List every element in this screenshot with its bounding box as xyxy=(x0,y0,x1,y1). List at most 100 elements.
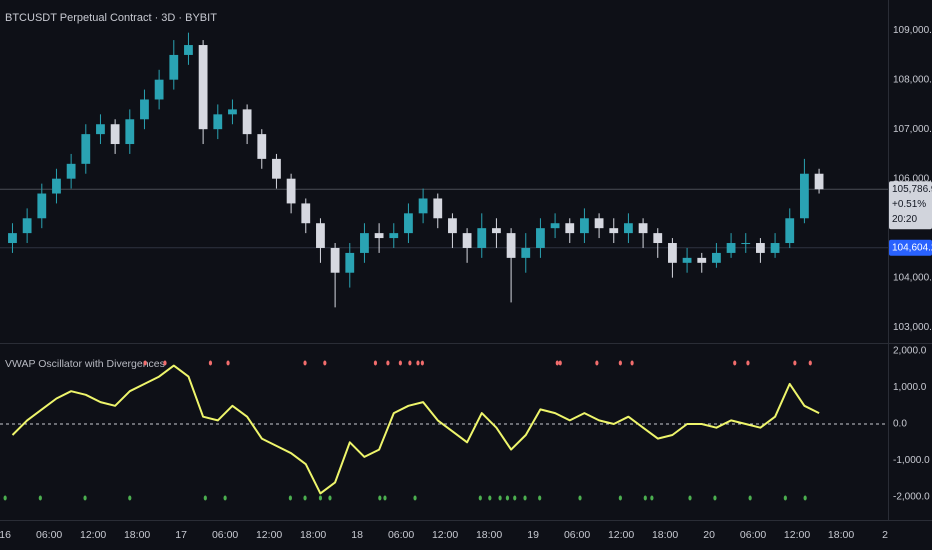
ref-price-label: 104,604.2 xyxy=(892,242,932,253)
bearish-dot xyxy=(323,360,327,366)
candle-body xyxy=(668,243,677,263)
bullish-dot xyxy=(378,495,382,501)
candle-body xyxy=(301,203,311,224)
x-tick-label: 06:00 xyxy=(212,529,238,541)
y-tick-label: 106,000.0 xyxy=(893,173,932,184)
candle-body xyxy=(580,218,589,234)
candle-body xyxy=(125,119,135,145)
bullish-dot xyxy=(688,495,692,501)
candle-body xyxy=(345,252,355,273)
candle-body xyxy=(389,233,399,239)
bullish-dot xyxy=(3,495,7,501)
candle-body xyxy=(609,228,619,234)
y-tick-label: 104,000.0 xyxy=(893,272,932,283)
candle-body xyxy=(154,79,164,100)
bearish-dot xyxy=(595,360,599,366)
ref-price-box xyxy=(889,239,932,256)
candle-body xyxy=(360,233,369,253)
y-tick-label: 107,000.0 xyxy=(893,124,932,135)
bearish-dot xyxy=(420,360,424,366)
candle-body xyxy=(81,134,91,164)
chart-title: BTCUSDT Perpetual Contract · 3D · BYBIT xyxy=(5,12,217,24)
candle-body xyxy=(521,247,531,258)
x-tick-label: 18:00 xyxy=(300,529,326,541)
candle-body xyxy=(756,243,765,253)
bearish-dot xyxy=(398,360,402,366)
y-tick-label: 108,000.0 xyxy=(893,74,932,85)
bullish-dot xyxy=(713,495,717,501)
bearish-dot xyxy=(793,360,797,366)
x-tick-label: 12:00 xyxy=(256,529,282,541)
candle-body xyxy=(800,173,809,219)
candle-body xyxy=(330,247,340,273)
x-tick-label: 17 xyxy=(175,529,187,541)
candle-body xyxy=(286,178,296,204)
bearish-dot xyxy=(303,360,307,366)
bearish-dot xyxy=(416,360,420,366)
candle-body xyxy=(433,198,443,219)
candle-body xyxy=(638,223,648,234)
candle-body xyxy=(448,218,457,234)
bullish-dot xyxy=(383,495,387,501)
bullish-dot xyxy=(513,495,517,501)
bullish-dot xyxy=(618,495,622,501)
candle-body xyxy=(242,109,252,135)
bearish-dot xyxy=(733,360,737,366)
candle-body xyxy=(184,45,193,55)
bullish-dot xyxy=(128,495,132,501)
candle-body xyxy=(37,193,47,219)
x-tick-label: 12:00 xyxy=(608,529,634,541)
y-tick-label: -1,000.0 xyxy=(893,455,930,466)
bullish-dot xyxy=(223,495,227,501)
candle-body xyxy=(726,243,736,253)
y-tick-label: -2,000.0 xyxy=(893,492,930,503)
oscillator-line xyxy=(11,364,820,495)
bullish-dot xyxy=(203,495,207,501)
bearish-dot xyxy=(630,360,634,366)
y-tick-label: 103,000.0 xyxy=(893,322,932,333)
bullish-dot xyxy=(498,495,502,501)
bullish-dot xyxy=(538,495,542,501)
bullish-dot xyxy=(578,495,582,501)
bullish-dot xyxy=(650,495,654,501)
candle-body xyxy=(66,163,76,179)
candle-body xyxy=(653,233,663,244)
countdown-label: 20:20 xyxy=(892,214,917,225)
candle-body xyxy=(462,233,472,248)
y-tick-label: 2,000.0 xyxy=(893,346,927,357)
y-tick-label: 109,000.0 xyxy=(893,25,932,36)
bullish-dot xyxy=(38,495,42,501)
x-tick-label: 12:00 xyxy=(80,529,106,541)
x-tick-label: 19 xyxy=(527,529,539,541)
candle-body xyxy=(770,243,780,253)
candle-body xyxy=(213,114,223,130)
bearish-dot xyxy=(558,360,562,366)
x-tick-label: 18:00 xyxy=(652,529,678,541)
bearish-dot xyxy=(163,360,167,366)
bearish-dot xyxy=(143,360,147,366)
candle-body xyxy=(257,134,267,159)
bullish-dot xyxy=(748,495,752,501)
indicator-title: VWAP Oscillator with Divergences xyxy=(5,358,165,370)
last-price-box xyxy=(889,181,932,230)
bullish-dot xyxy=(803,495,807,501)
candle-body xyxy=(712,252,721,263)
bearish-dot xyxy=(746,360,750,366)
candle-body xyxy=(404,213,413,234)
x-tick-label: 18:00 xyxy=(124,529,150,541)
y-tick-label: 0.0 xyxy=(893,419,907,430)
bearish-dot xyxy=(808,360,812,366)
candle-body xyxy=(682,257,692,263)
bullish-dot xyxy=(523,495,527,501)
x-tick-label: 12:00 xyxy=(432,529,458,541)
candle-body xyxy=(697,257,707,263)
candle-body xyxy=(52,178,61,194)
bullish-dot xyxy=(303,495,307,501)
bullish-dot xyxy=(478,495,482,501)
candle-body xyxy=(741,243,751,245)
candle-body xyxy=(374,233,384,239)
x-tick-label: 12:00 xyxy=(784,529,810,541)
candle-body xyxy=(536,228,545,248)
candle-body xyxy=(594,218,604,229)
